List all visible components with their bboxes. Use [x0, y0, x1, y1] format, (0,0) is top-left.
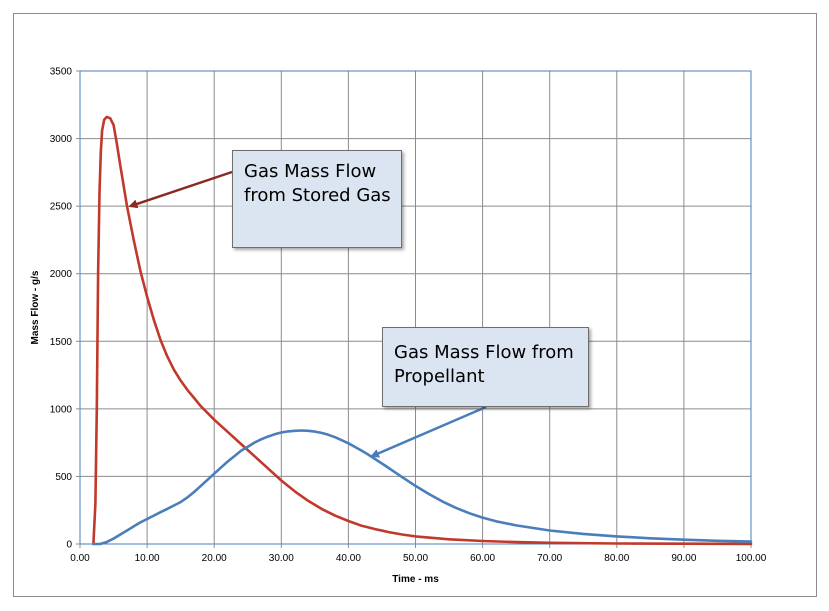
x-tick-label-20.00: 20.00: [202, 553, 227, 564]
y-tick-label-1000: 1000: [50, 404, 73, 415]
x-tick-label-70.00: 70.00: [537, 553, 562, 564]
x-tick-label-80.00: 80.00: [604, 553, 629, 564]
y-axis-title: Mass Flow - g/s: [30, 270, 41, 344]
x-tick-label-30.00: 30.00: [269, 553, 294, 564]
y-tick-label-500: 500: [55, 472, 72, 483]
x-tick-label-90.00: 90.00: [671, 553, 696, 564]
x-tick-label-60.00: 60.00: [470, 553, 495, 564]
x-tick-label-40.00: 40.00: [336, 553, 361, 564]
gridlines: [79, 70, 752, 545]
y-tick-label-3500: 3500: [50, 67, 73, 78]
y-tick-label-2500: 2500: [50, 202, 73, 213]
callout-stored-gas: Gas Mass Flow from Stored Gas: [232, 150, 402, 248]
y-tick-label-1500: 1500: [50, 337, 73, 348]
arrow-propellant: [370, 405, 487, 458]
x-tick-label-100.00: 100.00: [736, 553, 767, 564]
callout-stored-gas-line-1: Gas Mass Flow: [244, 161, 377, 182]
x-axis-title: Time - ms: [392, 574, 439, 585]
series-line-propellant: [92, 429, 753, 546]
arrow-stored-gas: [128, 170, 233, 209]
x-tick-label-0.00: 0.00: [70, 553, 90, 564]
callout-propellant-line-1: Gas Mass Flow from: [394, 342, 574, 363]
x-axis-ticks: 0.00 10.00 20.00 30.00 40.00 50.00 60.00 70.00 8…: [70, 544, 767, 564]
callout-arrows: [128, 170, 487, 458]
y-tick-label-3000: 3000: [50, 134, 73, 145]
x-tick-label-50.00: 50.00: [403, 553, 428, 564]
x-tick-label-10.00: 10.00: [135, 553, 160, 564]
y-tick-label-2000: 2000: [50, 269, 73, 280]
series-line-stored-gas: [92, 115, 753, 546]
y-axis-ticks: 0 500 1000 1500 2000 2500 3000 3500: [50, 67, 80, 551]
callout-stored-gas-line-2: from Stored Gas: [244, 185, 391, 206]
callout-propellant: Gas Mass Flow from Propellant: [382, 327, 589, 407]
y-tick-label-0: 0: [66, 540, 72, 551]
series-lines: [92, 115, 753, 546]
callout-propellant-line-2: Propellant: [394, 366, 485, 387]
